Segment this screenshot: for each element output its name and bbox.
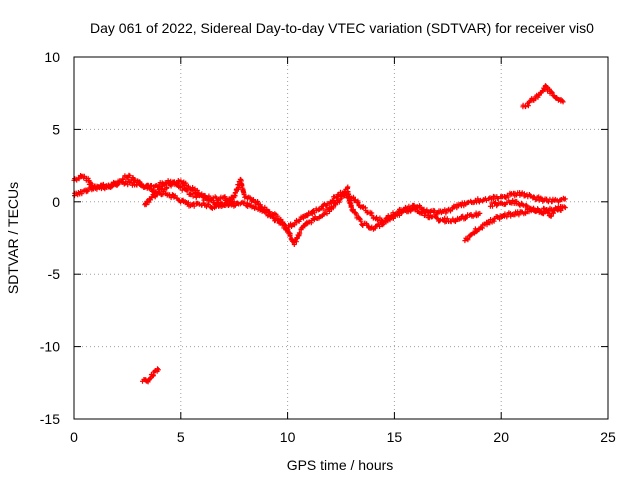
x-tick-labels: 0 5 10 15 20 25	[70, 429, 616, 445]
x-tick-label: 0	[70, 429, 78, 445]
y-tick-label: 0	[52, 194, 60, 210]
data-point	[516, 212, 522, 218]
data-point	[127, 173, 133, 179]
data-point	[464, 214, 470, 220]
y-tick-labels: -15 -10 -5 0 5 10	[40, 49, 60, 427]
data-point	[155, 367, 161, 373]
series-track-6	[520, 83, 566, 110]
y-tick-label: -10	[40, 339, 60, 355]
data-point	[533, 208, 539, 214]
data-point	[231, 199, 237, 205]
y-tick-label: 10	[44, 49, 60, 65]
data-point	[548, 213, 554, 219]
data-point	[551, 210, 556, 216]
plot-border	[73, 56, 609, 420]
x-tick-label: 15	[387, 429, 403, 445]
data-point	[465, 236, 471, 242]
data-point	[100, 181, 106, 187]
x-tick-label: 20	[493, 429, 509, 445]
data-point	[210, 197, 216, 203]
data-point	[560, 99, 566, 105]
data-point	[549, 199, 555, 205]
data-point	[336, 199, 342, 205]
data-point	[297, 216, 303, 222]
data-point	[510, 197, 516, 203]
series-track-5	[487, 197, 568, 219]
data-point	[270, 214, 276, 220]
data-point	[285, 227, 291, 233]
data-point	[150, 372, 156, 378]
data-point	[191, 203, 197, 209]
data-point	[155, 190, 161, 196]
data-point	[159, 186, 165, 192]
data-point	[84, 187, 90, 193]
data-point	[382, 218, 388, 224]
data-point	[123, 179, 129, 185]
data-point	[448, 219, 454, 225]
x-axis-title: GPS time / hours	[287, 457, 394, 473]
data-point	[242, 200, 248, 206]
data-point	[355, 200, 361, 205]
data-point	[164, 185, 170, 191]
x-tick-label: 25	[600, 429, 616, 445]
data-point	[239, 183, 245, 189]
y-tick-label: 5	[52, 121, 60, 137]
axis-ticks	[73, 56, 609, 420]
data-point	[460, 213, 466, 219]
data-point	[215, 197, 221, 203]
data-point	[562, 205, 568, 211]
data-point	[287, 233, 293, 239]
y-tick-label: -5	[48, 266, 61, 282]
data-point	[346, 192, 351, 197]
data-point	[523, 104, 529, 110]
data-point	[120, 177, 126, 182]
data-point	[505, 194, 511, 200]
chart-title: Day 061 of 2022, Sidereal Day-to-day VTE…	[90, 20, 594, 36]
x-tick-label: 10	[280, 429, 296, 445]
data-point	[358, 218, 364, 224]
data-point	[408, 206, 414, 212]
data-point	[427, 209, 433, 214]
data-point	[432, 208, 437, 214]
data-point	[435, 211, 441, 217]
data-point	[302, 223, 308, 229]
data-point	[504, 214, 510, 220]
data-point	[444, 216, 450, 222]
data-point	[477, 210, 483, 216]
data-point	[130, 179, 136, 185]
y-axis-title: SDTVAR / TECUs	[5, 182, 21, 294]
data-point	[76, 176, 82, 182]
y-tick-label: -15	[40, 411, 60, 427]
data-point	[562, 196, 568, 202]
x-tick-label: 5	[177, 429, 185, 445]
data-point	[90, 186, 96, 192]
data-point	[350, 207, 356, 212]
data-point	[291, 242, 297, 247]
data-point	[304, 213, 310, 219]
series-track-3	[142, 178, 237, 208]
data-point	[85, 188, 91, 194]
data-point	[348, 204, 354, 210]
data-point	[168, 183, 174, 189]
data-point	[487, 220, 493, 226]
data-point	[490, 203, 495, 209]
data-series	[71, 83, 568, 385]
data-point	[194, 187, 200, 193]
series-track-7	[140, 366, 161, 385]
data-point	[296, 230, 302, 236]
data-point	[232, 190, 238, 196]
